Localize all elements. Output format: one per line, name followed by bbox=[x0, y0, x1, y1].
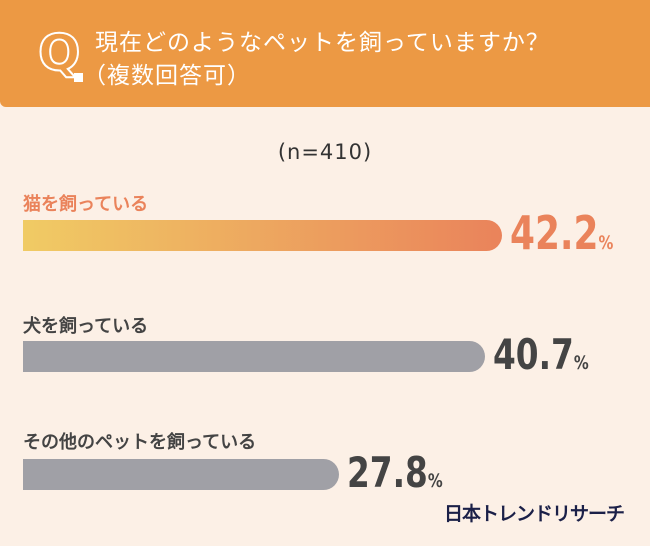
question-header: Q 現在どのようなペットを飼っていますか？ （複数回答可） bbox=[0, 0, 650, 107]
sample-size: (n=410) bbox=[277, 140, 373, 164]
percent-unit: % bbox=[598, 232, 614, 254]
percent-unit: % bbox=[427, 470, 443, 492]
bar bbox=[23, 220, 502, 251]
question-title: 現在どのようなペットを飼っていますか？ （複数回答可） bbox=[83, 27, 550, 93]
brand-logo: 日本トレンドリサーチ bbox=[443, 503, 625, 525]
q-dot-icon bbox=[74, 73, 83, 82]
bar-value: 40.7% bbox=[493, 334, 589, 376]
bar-label: 猫を飼っている bbox=[23, 194, 149, 215]
title-line-2: （複数回答可） bbox=[83, 63, 251, 89]
value-number: 42.2 bbox=[509, 206, 599, 260]
bar-value: 42.2% bbox=[510, 210, 613, 256]
value-number: 40.7 bbox=[492, 330, 574, 379]
percent-unit: % bbox=[573, 352, 589, 374]
bar bbox=[23, 459, 339, 490]
q-icon: Q bbox=[37, 24, 81, 82]
bar-label: その他のペットを飼っている bbox=[23, 432, 257, 453]
bar-label: 犬を飼っている bbox=[23, 316, 149, 337]
title-line-1: 現在どのようなペットを飼っていますか？ bbox=[95, 30, 550, 56]
bar-value: 27.8% bbox=[347, 452, 443, 494]
value-number: 27.8 bbox=[346, 448, 428, 497]
bar bbox=[23, 341, 485, 372]
